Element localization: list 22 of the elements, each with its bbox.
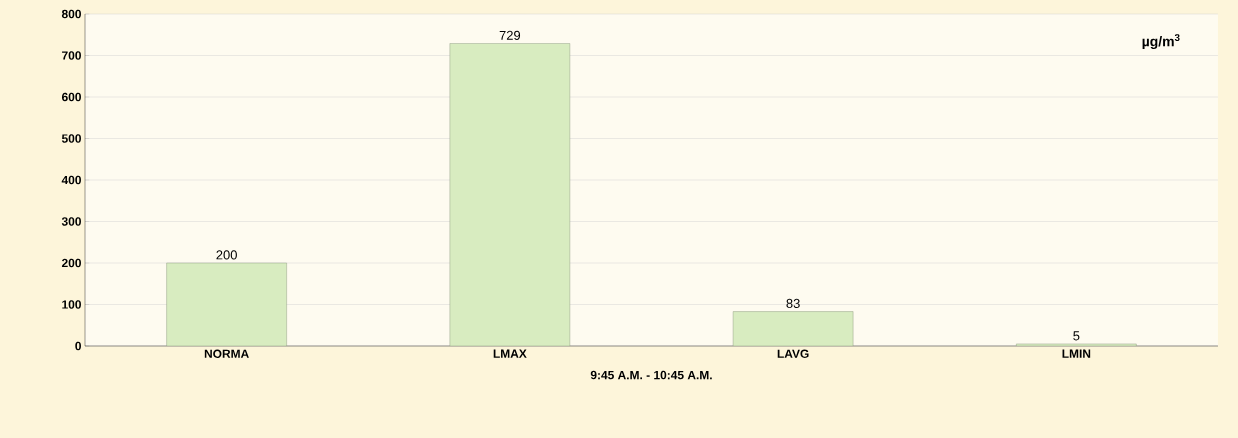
data-label: 5 [1073, 331, 1080, 341]
y-tick-label: 300 [61, 217, 81, 226]
x-tick-label: LMAX [493, 349, 527, 358]
y-tick-label: 400 [61, 175, 81, 185]
y-tick-label: 800 [61, 9, 81, 19]
data-label: 83 [786, 298, 800, 309]
x-tick-label: LMIN [1062, 349, 1091, 358]
bar [166, 262, 287, 346]
data-label: 200 [216, 250, 237, 260]
y-tick-label: 600 [61, 92, 81, 102]
y-tick-label: 0 [75, 341, 81, 351]
x-tick-label: LAVG [777, 349, 809, 358]
bar [732, 311, 854, 346]
y-tick-label: 700 [62, 51, 81, 60]
annotation: µg/m$^{3}$ [1142, 34, 1180, 50]
y-tick-label: 500 [61, 134, 81, 143]
bar [449, 43, 571, 346]
y-tick-label: 200 [61, 258, 81, 268]
x-tick-label: NORMA [204, 349, 249, 358]
x-axis-title: 9:45 A.M. - 10:45 A.M. [590, 370, 712, 380]
y-tick-label: 100 [62, 300, 81, 309]
data-label: 729 [499, 30, 521, 40]
